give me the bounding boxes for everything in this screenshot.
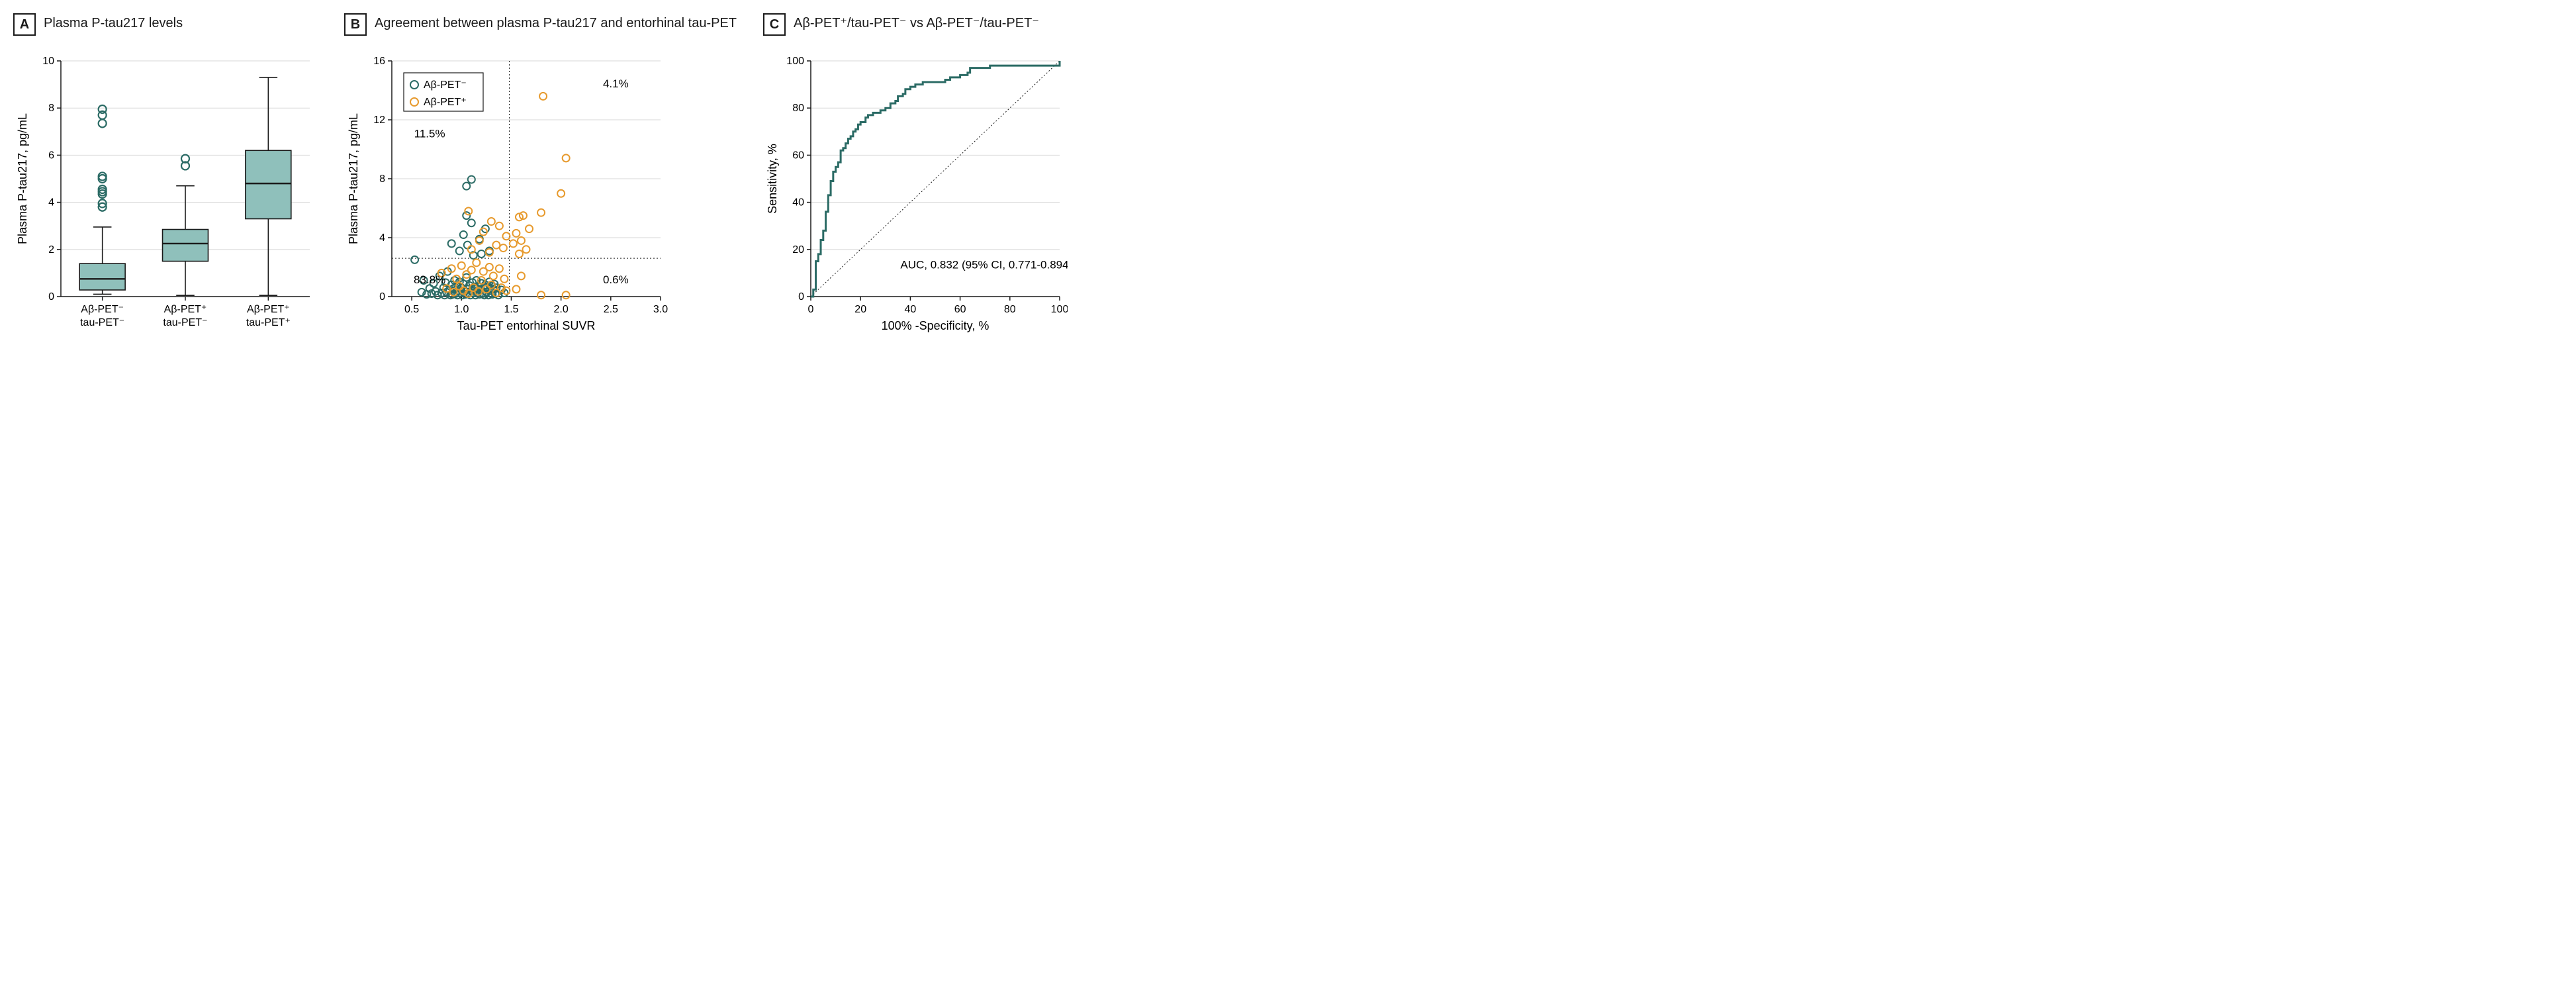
panel-a-chart: 0 2 4 6 8 10 Plasma P-tau217, pg/mL Aβ-PET⁻ tau-… (13, 53, 318, 338)
svg-text:20: 20 (854, 304, 866, 315)
svg-text:0: 0 (808, 304, 814, 315)
svg-text:10: 10 (42, 56, 54, 67)
figure-row: A Plasma P-tau217 levels 0 2 4 6 8 10 Plasma P… (13, 13, 2563, 338)
svg-text:20: 20 (792, 244, 804, 256)
svg-text:80: 80 (792, 103, 804, 114)
svg-text:83.8%: 83.8% (414, 273, 445, 286)
panel-b-chart: 0 4 8 12 16 0.5 1.0 1.5 2.0 2.5 3.0 Plasma P-tau217… (344, 53, 668, 338)
svg-text:0.5: 0.5 (404, 304, 419, 315)
svg-text:16: 16 (373, 56, 385, 67)
svg-text:2.0: 2.0 (554, 304, 569, 315)
panel-c-letter: C (763, 13, 786, 36)
panel-c-chart: 0 20 40 60 80 100 0 20 40 60 80 100 Sensitivity, % 10… (763, 53, 1068, 338)
panel-b-header: B Agreement between plasma P-tau217 and … (344, 13, 737, 48)
svg-text:40: 40 (792, 197, 804, 209)
svg-text:80: 80 (1004, 304, 1016, 315)
panel-c: C Aβ-PET⁺/tau-PET⁻ vs Aβ-PET⁻/tau-PET⁻ 0… (763, 13, 1068, 338)
panel-a-header: A Plasma P-tau217 levels (13, 13, 318, 48)
svg-text:tau-PET⁻: tau-PET⁻ (80, 317, 124, 328)
panel-c-header: C Aβ-PET⁺/tau-PET⁻ vs Aβ-PET⁻/tau-PET⁻ (763, 13, 1068, 48)
svg-text:Plasma P-tau217, pg/mL: Plasma P-tau217, pg/mL (347, 113, 360, 244)
svg-text:40: 40 (905, 304, 917, 315)
svg-text:Aβ-PET⁻: Aβ-PET⁻ (424, 79, 467, 91)
svg-text:Aβ-PET⁺: Aβ-PET⁺ (247, 304, 290, 315)
svg-text:4: 4 (379, 232, 385, 244)
svg-text:100: 100 (1051, 304, 1068, 315)
svg-text:0.6%: 0.6% (603, 273, 629, 286)
svg-text:60: 60 (792, 150, 804, 161)
svg-text:0: 0 (48, 291, 54, 303)
svg-text:11.5%: 11.5% (414, 128, 445, 140)
panel-b: B Agreement between plasma P-tau217 and … (344, 13, 737, 338)
svg-text:0: 0 (798, 291, 804, 303)
panel-a-title: Plasma P-tau217 levels (44, 13, 183, 32)
svg-text:8: 8 (48, 103, 54, 114)
svg-text:AUC, 0.832 (95% CI, 0.771-0.89: AUC, 0.832 (95% CI, 0.771-0.894) (900, 258, 1068, 271)
svg-text:2: 2 (48, 244, 54, 256)
panel-a-letter: A (13, 13, 36, 36)
panel-b-title: Agreement between plasma P-tau217 and en… (375, 13, 737, 32)
svg-text:4.1%: 4.1% (603, 77, 629, 90)
svg-text:1.0: 1.0 (454, 304, 469, 315)
svg-text:6: 6 (48, 150, 54, 161)
svg-text:Aβ-PET⁺: Aβ-PET⁺ (424, 97, 467, 108)
svg-text:3.0: 3.0 (653, 304, 668, 315)
panel-c-title: Aβ-PET⁺/tau-PET⁻ vs Aβ-PET⁻/tau-PET⁻ (794, 13, 1039, 32)
panel-a: A Plasma P-tau217 levels 0 2 4 6 8 10 Plasma P… (13, 13, 318, 338)
svg-text:Tau-PET entorhinal SUVR: Tau-PET entorhinal SUVR (457, 319, 596, 332)
svg-text:tau-PET⁻: tau-PET⁻ (163, 317, 207, 328)
svg-text:Plasma P-tau217, pg/mL: Plasma P-tau217, pg/mL (16, 113, 29, 244)
panel-b-letter: B (344, 13, 367, 36)
svg-text:0: 0 (379, 291, 385, 303)
svg-text:1.5: 1.5 (504, 304, 518, 315)
svg-text:Aβ-PET⁻: Aβ-PET⁻ (81, 304, 124, 315)
svg-text:100: 100 (786, 56, 804, 67)
svg-text:12: 12 (373, 115, 385, 126)
svg-text:2.5: 2.5 (604, 304, 618, 315)
svg-text:8: 8 (379, 173, 385, 185)
svg-text:100% -Specificity, %: 100% -Specificity, % (882, 319, 989, 332)
svg-text:4: 4 (48, 197, 54, 209)
svg-text:Sensitivity, %: Sensitivity, % (766, 144, 779, 214)
svg-text:60: 60 (954, 304, 966, 315)
svg-text:tau-PET⁺: tau-PET⁺ (246, 317, 291, 328)
svg-text:Aβ-PET⁺: Aβ-PET⁺ (164, 304, 207, 315)
